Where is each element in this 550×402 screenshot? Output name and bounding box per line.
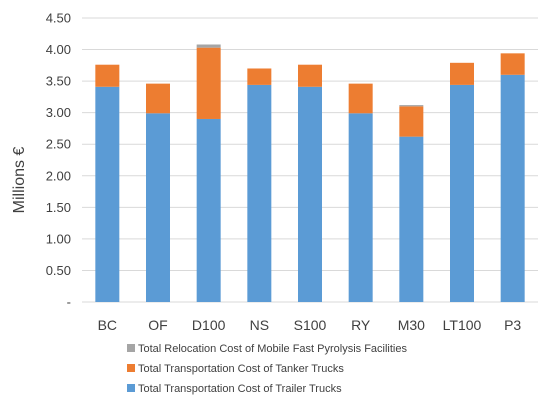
bar-segment-s100-series-1 [298, 64, 322, 87]
legend-label: Total Transportation Cost of Trailer Tru… [138, 383, 342, 395]
bar-segment-p3-series-0 [500, 74, 525, 302]
y-axis-label: Millions € [11, 147, 28, 214]
x-category-label: BC [98, 317, 117, 333]
bar-segment-d100-series-1 [196, 47, 221, 119]
bar-segment-ry-series-0 [348, 113, 373, 302]
y-axis-ticks: - 0.50 1.00 1.50 2.00 2.50 3.00 3.50 4.00 4.50 [46, 11, 71, 310]
bar-segment-lt100-series-0 [450, 84, 474, 302]
bar-segment-bc-series-1 [95, 64, 120, 87]
legend-swatch [127, 344, 135, 352]
bar-segment-lt100-series-1 [450, 62, 474, 85]
y-tick-label: 4.00 [46, 42, 71, 57]
legend-label: Total Transportation Cost of Tanker Truc… [138, 363, 344, 375]
y-tick-label: 1.00 [46, 231, 71, 246]
y-tick-label: - [67, 295, 71, 310]
bar-segment-p3-series-1 [500, 53, 525, 75]
legend-label: Total Relocation Cost of Mobile Fast Pyr… [138, 343, 407, 355]
bars [95, 44, 525, 303]
legend-swatch [127, 384, 135, 392]
y-tick-label: 4.50 [46, 11, 71, 26]
y-tick-label: 3.00 [46, 105, 71, 120]
bar-segment-m30-series-0 [399, 136, 424, 302]
bar-segment-d100-series-0 [196, 118, 221, 302]
y-tick-label: 0.50 [46, 263, 71, 278]
x-category-label: P3 [504, 317, 521, 333]
y-tick-label: 2.50 [46, 137, 71, 152]
y-tick-label: 3.50 [46, 74, 71, 89]
bar-segment-d100-series-2 [196, 44, 221, 48]
bar-segment-of-series-0 [146, 113, 170, 302]
x-category-label: M30 [398, 317, 425, 333]
x-category-label: NS [250, 317, 269, 333]
legend-swatch [127, 364, 135, 372]
bar-segment-s100-series-0 [298, 86, 322, 303]
x-category-label: RY [351, 317, 371, 333]
x-category-label: D100 [192, 317, 226, 333]
bar-segment-ry-series-1 [348, 83, 373, 114]
legend: Total Relocation Cost of Mobile Fast Pyr… [127, 343, 407, 395]
y-tick-label: 1.50 [46, 200, 71, 215]
x-category-label: S100 [294, 317, 327, 333]
bar-segment-of-series-1 [146, 83, 170, 114]
bar-segment-m30-series-1 [399, 106, 424, 137]
bar-segment-bc-series-0 [95, 86, 120, 303]
bar-segment-m30-series-2 [399, 105, 424, 107]
bar-segment-ns-series-1 [247, 68, 272, 85]
x-category-label: LT100 [443, 317, 482, 333]
x-axis-labels: BC OF D100 NS S100 RY M30 LT100 P3 [98, 317, 522, 333]
bar-segment-ns-series-0 [247, 84, 272, 302]
x-category-label: OF [148, 317, 167, 333]
y-tick-label: 2.00 [46, 168, 71, 183]
